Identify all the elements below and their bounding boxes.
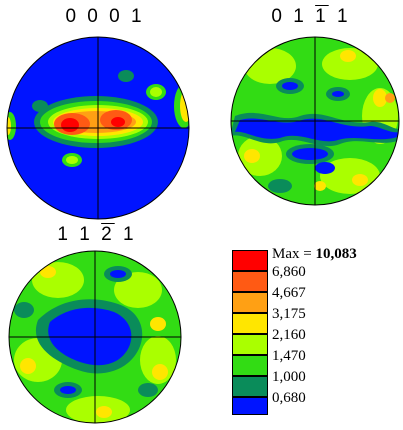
legend-level-label: 2,160 [272,327,306,343]
legend-level-label: 1,470 [272,348,306,364]
title-text: 0 0 0 1 [65,6,145,27]
pole-figure-0001 [6,36,190,220]
legend-swatch-6 [232,376,268,397]
legend-swatch-3 [232,313,268,334]
legend-level-label: 4,667 [272,285,306,301]
title-overlined-index: 2 [101,224,115,245]
legend-level-label: 3,175 [272,306,306,322]
title-text: 1 [114,224,137,245]
pole-figure-title-0001: 0 0 0 1 [60,6,150,28]
pole-figure-11-21 [8,250,182,424]
max-value: 10,083 [315,246,357,262]
legend-swatch-max [232,250,268,271]
legend-level-label: 6,860 [272,264,306,280]
legend-max-label: Max = 10,083 [272,246,357,262]
title-text: 1 [328,6,351,27]
legend-swatch-2 [232,292,268,313]
legend-swatch-1 [232,271,268,292]
legend-level-label: 1,000 [272,369,306,385]
legend-swatch-5 [232,355,268,376]
legend-level-label: 0,680 [272,390,306,406]
pole-figure-title-11-21: 1 1 2 1 [52,224,142,246]
legend-swatch-7 [232,397,268,415]
title-text: 1 1 [57,224,102,245]
max-label-text: Max = [272,246,316,262]
legend-swatch-4 [232,334,268,355]
pole-figure-01-11 [230,36,400,206]
color-scale-legend: Max = 10,083 6,860 4,667 3,175 2,160 1,4… [232,240,402,415]
pole-figure-title-01-11: 0 1 1 1 [266,6,356,28]
title-text: 0 1 [271,6,316,27]
title-overlined-index: 1 [315,6,329,27]
